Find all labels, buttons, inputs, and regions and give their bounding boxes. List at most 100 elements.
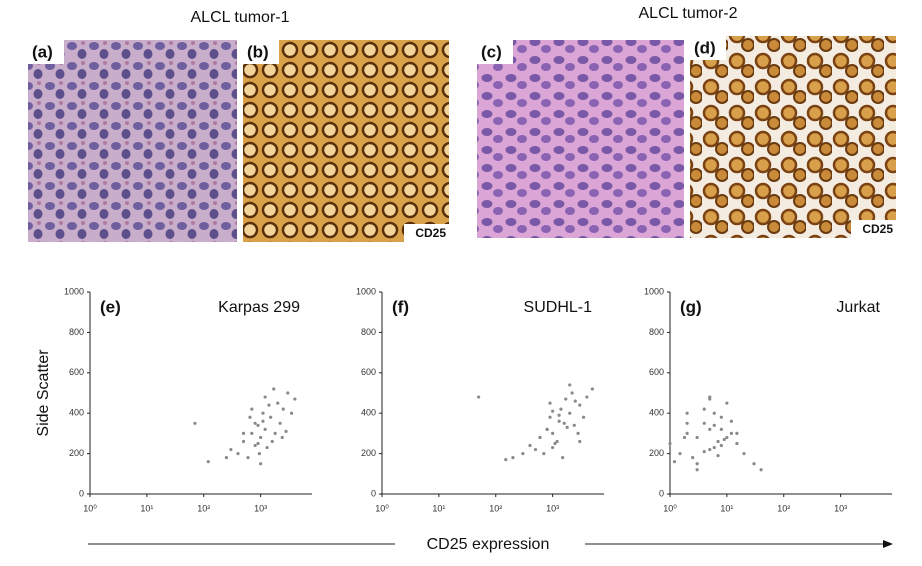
point (585, 395, 589, 399)
point (193, 421, 197, 425)
x-tick-label: 10³ (834, 503, 847, 513)
point (293, 397, 297, 401)
point (553, 441, 557, 446)
point (265, 445, 269, 450)
point (286, 391, 290, 395)
point (702, 421, 706, 425)
point (581, 415, 586, 419)
point (555, 439, 559, 444)
point (289, 411, 294, 415)
point (708, 427, 712, 431)
point (702, 407, 706, 411)
point (568, 411, 572, 415)
point (722, 437, 726, 442)
point (259, 462, 263, 466)
point (533, 447, 538, 452)
panel-label: (a) (32, 42, 53, 61)
point (246, 456, 250, 460)
x-tick-label: 10⁰ (83, 503, 97, 513)
point (250, 407, 254, 411)
point (280, 435, 284, 440)
point (735, 431, 739, 435)
point (548, 401, 552, 405)
point (538, 435, 542, 440)
x-tick-label: 10² (777, 503, 790, 513)
x-tick-label: 10⁰ (663, 503, 677, 513)
point (272, 387, 276, 391)
panel-label: (g) (680, 297, 702, 316)
point (685, 431, 689, 435)
y-tick-label: 200 (69, 448, 84, 458)
point (259, 435, 263, 440)
point (682, 435, 687, 440)
point (561, 456, 565, 460)
y-tick-label: 600 (649, 367, 664, 377)
point (695, 462, 699, 466)
point (708, 397, 712, 401)
point (206, 460, 210, 464)
x-tick-label: 10¹ (432, 503, 445, 513)
micrograph (243, 40, 449, 242)
y-tick-label: 0 (79, 488, 84, 498)
point (691, 456, 695, 460)
point (564, 397, 568, 401)
y-tick-label: 0 (371, 488, 376, 498)
point (256, 423, 260, 427)
group-title: ALCL tumor-1 (191, 9, 290, 26)
point (590, 387, 594, 391)
point (570, 391, 574, 395)
y-tick-label: 400 (69, 408, 84, 418)
x-axis-label: CD25 expression (427, 536, 550, 553)
y-tick-label: 1000 (644, 286, 664, 296)
point (276, 401, 280, 405)
point (284, 429, 288, 433)
panel-label: (c) (481, 42, 502, 61)
panel-label: (b) (247, 42, 269, 61)
point (725, 435, 729, 440)
point (576, 431, 580, 435)
x-tick-label: 10² (197, 503, 210, 513)
point (545, 427, 549, 431)
point (236, 452, 240, 456)
point (528, 443, 532, 448)
point (668, 441, 672, 446)
point (241, 431, 246, 435)
point (695, 468, 699, 472)
stain-box (404, 224, 449, 242)
point (729, 431, 733, 435)
x-tick-label: 10² (489, 503, 502, 513)
label-box (477, 40, 513, 64)
panel-label: (d) (694, 38, 716, 57)
point (250, 431, 254, 435)
point (270, 439, 274, 444)
point (565, 425, 569, 429)
point (712, 411, 716, 415)
point (551, 409, 555, 413)
chart-title: Karpas 299 (218, 299, 300, 316)
point (224, 456, 228, 460)
point (548, 415, 552, 419)
x-tick-label: 10³ (546, 503, 559, 513)
point (573, 399, 577, 403)
y-tick-label: 600 (361, 367, 376, 377)
point (685, 421, 689, 425)
point (256, 441, 260, 446)
label-box (243, 40, 279, 64)
point (477, 395, 481, 399)
point (521, 452, 525, 456)
group-title: ALCL tumor-2 (639, 5, 738, 22)
stain-box (851, 220, 896, 238)
point (281, 407, 285, 411)
point (551, 431, 555, 435)
y-tick-label: 1000 (356, 286, 376, 296)
y-tick-label: 400 (649, 408, 664, 418)
stain-label: CD25 (862, 222, 893, 236)
point (263, 427, 267, 431)
y-tick-label: 800 (69, 327, 84, 337)
point (267, 403, 271, 407)
label-box (690, 36, 726, 60)
point (752, 462, 756, 466)
y-axis-label: Side Scatter (35, 349, 52, 437)
micrograph (28, 40, 237, 242)
point (678, 452, 682, 456)
